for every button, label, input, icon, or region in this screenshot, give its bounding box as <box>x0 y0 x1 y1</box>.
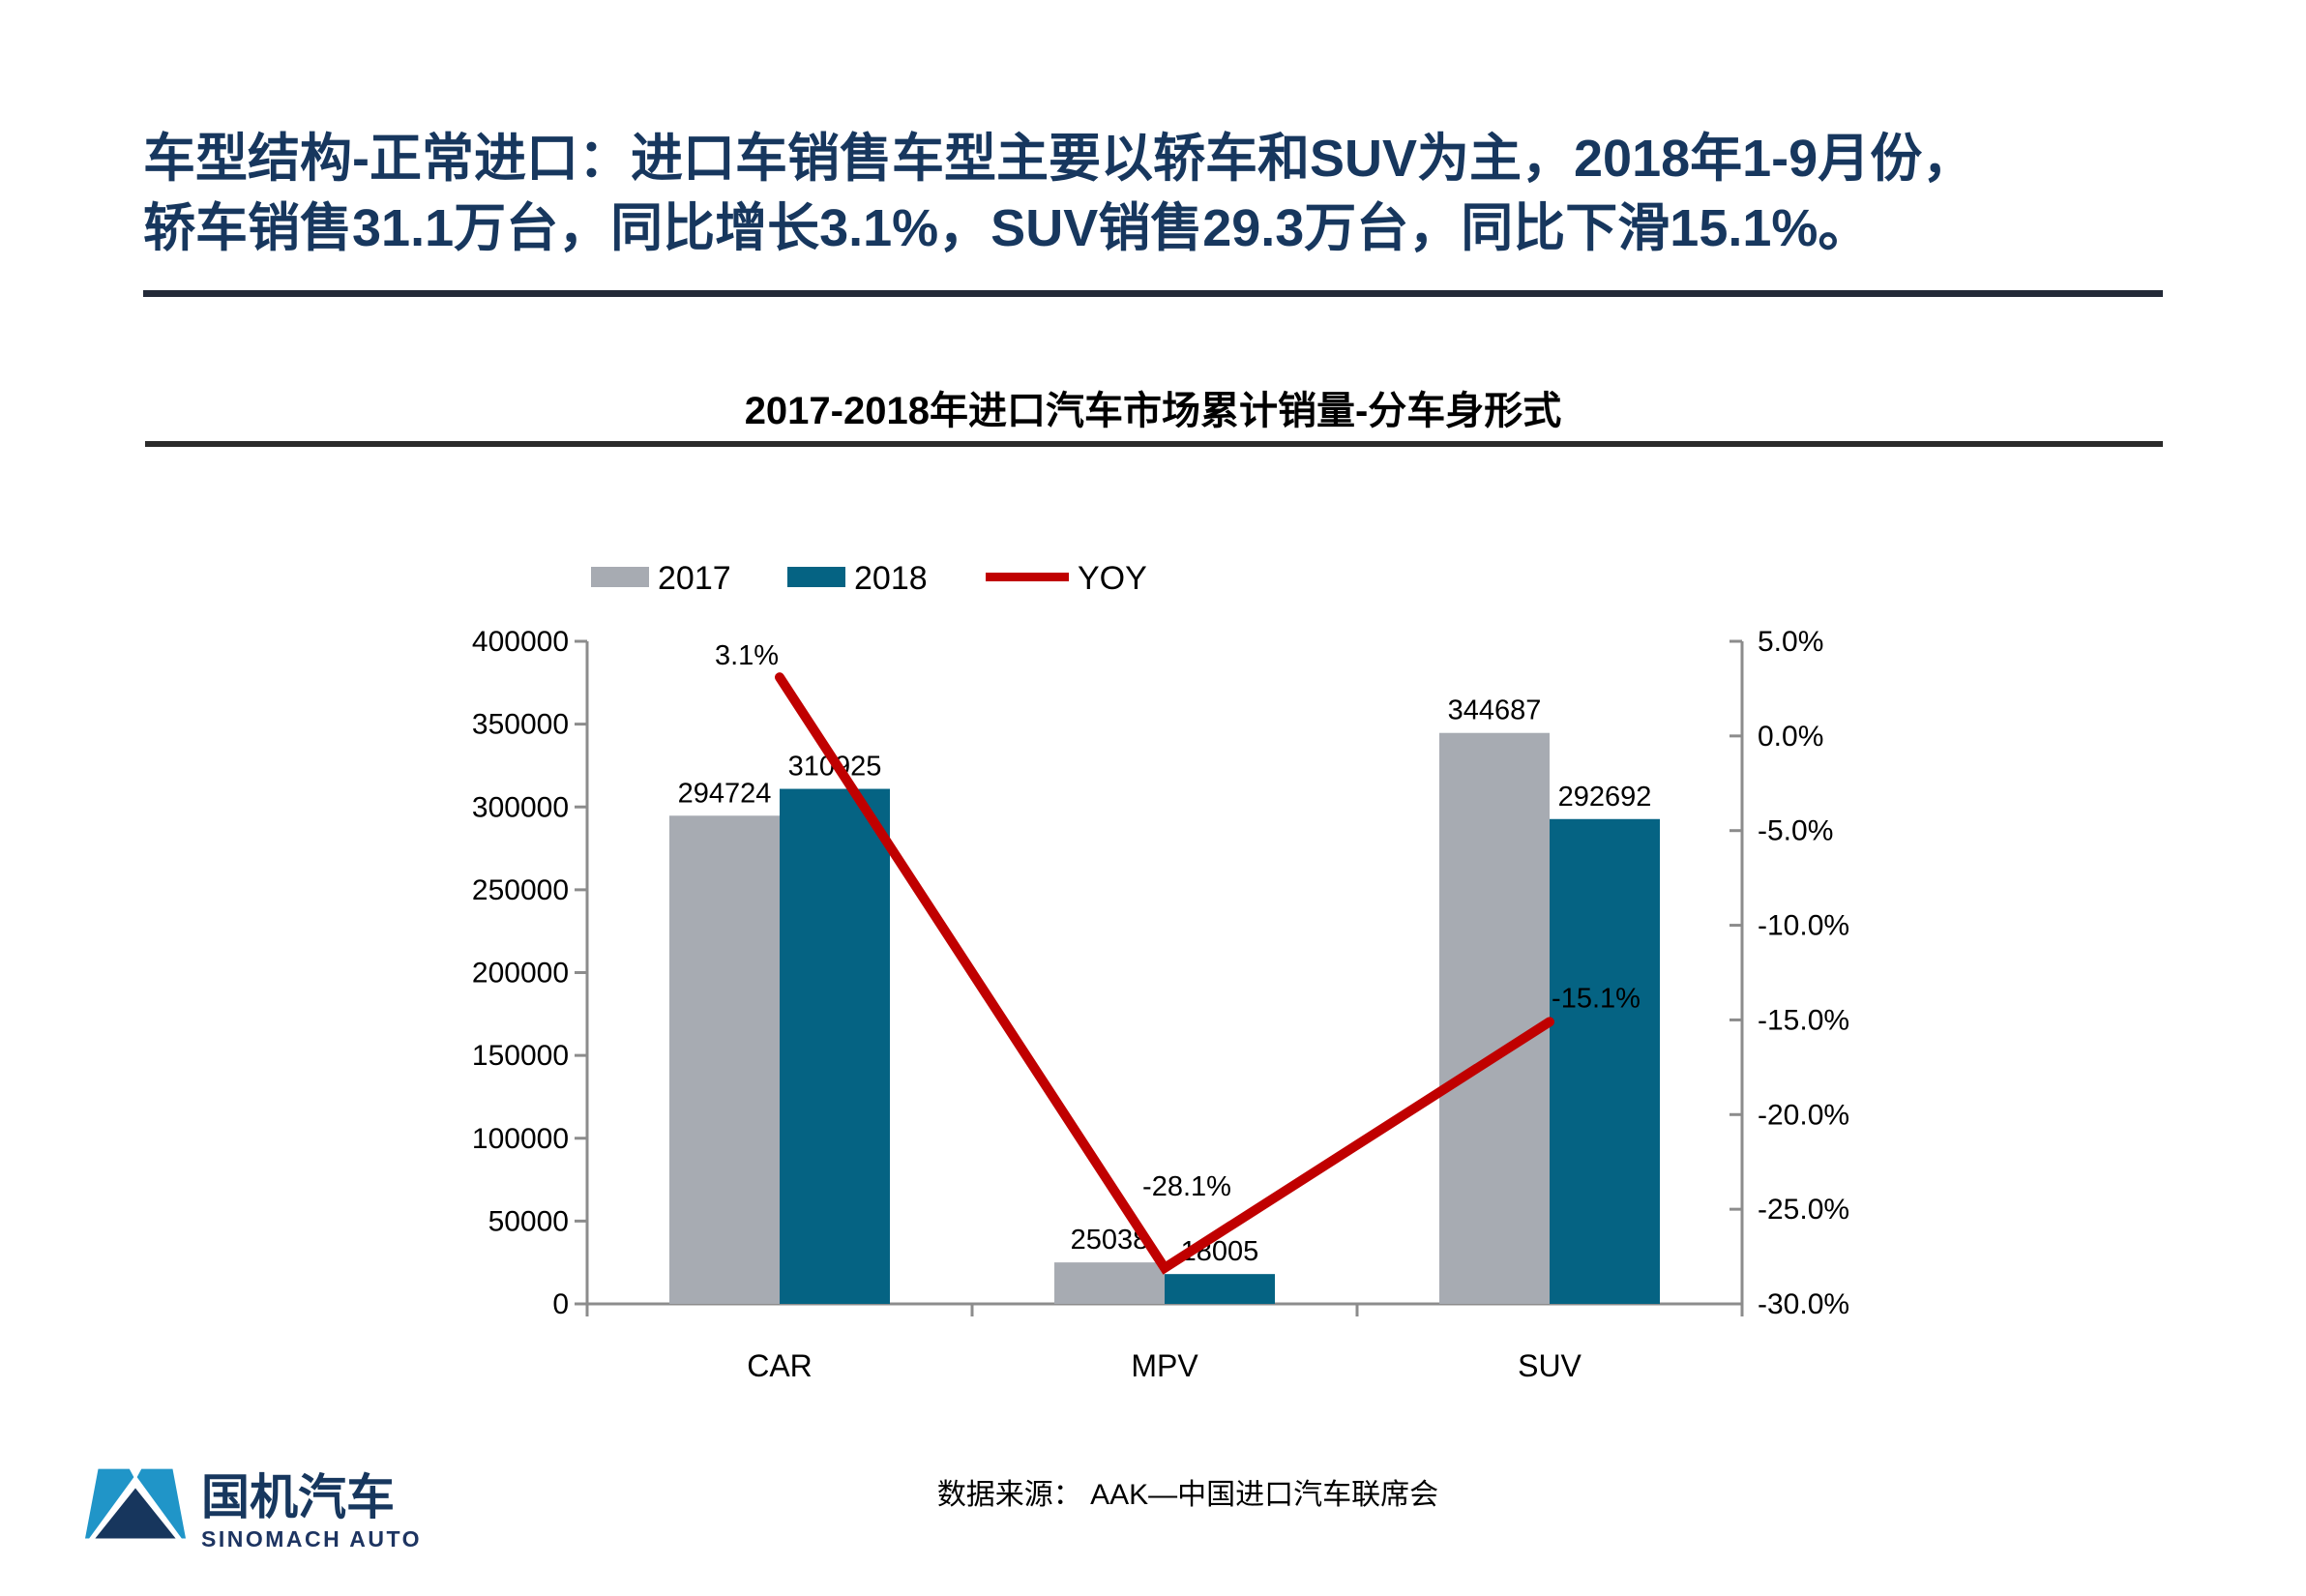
left-axis-tick-label: 0 <box>552 1288 569 1320</box>
bar-2017-MPV <box>1054 1262 1165 1304</box>
right-axis-tick-label: -10.0% <box>1758 910 1849 942</box>
page-title: 车型结构-正常进口：进口车销售车型主要以轿车和SUV为主，2018年1-9月份，… <box>143 124 2232 263</box>
category-label: MPV <box>1131 1348 1198 1383</box>
sinomach-logo-icon <box>85 1468 186 1539</box>
yoy-point-label-SUV: -15.1% <box>1552 983 1641 1014</box>
left-axis-tick-label: 100000 <box>472 1123 569 1155</box>
logo-text: 国机汽车 SINOMACH AUTO <box>201 1472 422 1552</box>
bar-2017-SUV <box>1439 732 1550 1304</box>
right-axis-tick-label: -15.0% <box>1758 1004 1849 1036</box>
logo-name-cn: 国机汽车 <box>201 1470 395 1524</box>
right-axis-tick-label: -30.0% <box>1758 1288 1849 1320</box>
category-label: SUV <box>1518 1348 1582 1383</box>
bar-value-label-2018-SUV: 292692 <box>1558 782 1652 813</box>
bar-2018-MPV <box>1165 1274 1275 1304</box>
legend-label-2017: 2017 <box>658 560 731 597</box>
legend-label-2018: 2018 <box>854 560 928 597</box>
bar-value-label-2017-CAR: 294724 <box>678 778 772 809</box>
legend-swatch-2018 <box>787 567 845 587</box>
category-label: CAR <box>747 1348 813 1383</box>
right-axis-tick-label: -5.0% <box>1758 815 1833 847</box>
page-title-line2: 轿车销售31.1万台，同比增长3.1%，SUV销售29.3万台，同比下滑15.1… <box>143 199 1871 257</box>
left-axis-tick-label: 350000 <box>472 709 569 741</box>
company-logo: 国机汽车 SINOMACH AUTO <box>85 1463 422 1552</box>
right-axis-tick-label: 5.0% <box>1758 626 1823 658</box>
bar-2018-SUV <box>1550 818 1660 1304</box>
yoy-point-label-MPV: -28.1% <box>1142 1171 1231 1202</box>
yoy-line <box>775 672 1554 1275</box>
page-title-line1: 车型结构-正常进口：进口车销售车型主要以轿车和SUV为主，2018年1-9月份， <box>143 130 1975 188</box>
yoy-point-label-CAR: 3.1% <box>715 640 779 671</box>
title-divider <box>143 290 2163 297</box>
right-axis-tick-label: 0.0% <box>1758 721 1823 753</box>
left-axis-tick-label: 50000 <box>488 1205 569 1237</box>
left-axis-tick-label: 400000 <box>472 626 569 658</box>
data-source: 数据来源： AAK—中国进口汽车联席会 <box>936 1479 1439 1511</box>
logo-name-en: SINOMACH AUTO <box>201 1526 422 1552</box>
legend-swatch-2017 <box>591 567 649 587</box>
left-axis-tick-label: 200000 <box>472 958 569 990</box>
bar-value-label-2017-SUV: 344687 <box>1448 695 1542 726</box>
left-axis-tick-label: 300000 <box>472 791 569 823</box>
chart-title-divider <box>145 441 2163 447</box>
left-axis-tick-label: 250000 <box>472 874 569 906</box>
right-axis-tick-label: -20.0% <box>1758 1099 1849 1131</box>
legend-label-YOY: YOY <box>1078 560 1147 597</box>
right-axis-tick-label: -25.0% <box>1758 1194 1849 1226</box>
chart-title: 2017-2018年进口汽车市场累计销量-分车身形式 <box>744 390 1562 432</box>
left-axis-tick-label: 150000 <box>472 1040 569 1072</box>
bar-2018-CAR <box>780 788 890 1304</box>
bar-2017-CAR <box>669 815 780 1304</box>
chart-svg: 0 50000 100000 150000 200000 250000 300000 3500… <box>472 560 1849 1383</box>
